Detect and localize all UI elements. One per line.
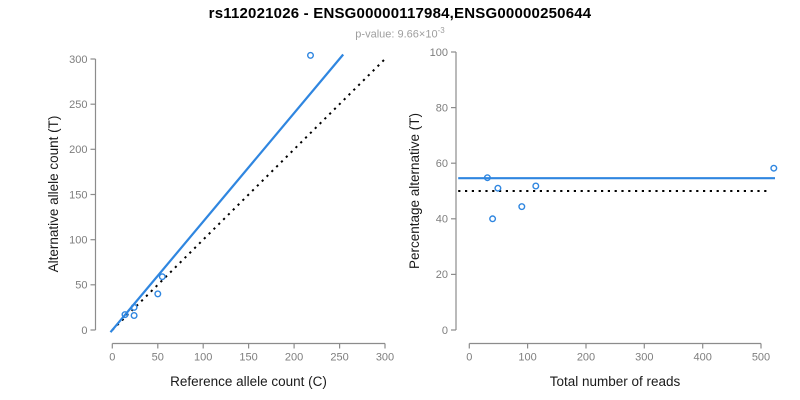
x-tick-label: 100 <box>518 352 536 364</box>
y-tick-label: 0 <box>81 325 87 337</box>
x-tick-label: 500 <box>752 352 770 364</box>
y-axis-title: Percentage alternative (T) <box>407 113 422 269</box>
y-tick-label: 50 <box>75 280 87 292</box>
plot-subtitle: p-value: 9.66×10-3 <box>0 26 800 41</box>
data-point <box>770 164 778 172</box>
y-tick-label: 100 <box>69 235 87 247</box>
panel-left: 0 50 100 150 200 250 300 0 50 100 150 200 250 300 Refe… <box>46 51 394 389</box>
y-tick-label: 150 <box>69 189 87 201</box>
regression-line <box>109 53 345 333</box>
pvalue-exponent: -3 <box>437 26 445 35</box>
y-tick-label: 20 <box>436 269 448 281</box>
data-point <box>532 182 540 190</box>
x-tick-label: 200 <box>577 352 595 364</box>
x-tick-label: 300 <box>635 352 653 364</box>
x-axis: 0 50 100 150 200 250 300 <box>109 342 394 364</box>
data-point <box>158 273 166 281</box>
y-tick-label: 200 <box>69 144 87 156</box>
data-point <box>494 184 502 192</box>
data-point <box>130 312 138 320</box>
x-axis-title: Reference allele count (C) <box>170 374 327 389</box>
data-point <box>130 303 138 311</box>
y-axis-title: Alternative allele count (T) <box>46 116 61 273</box>
data-point <box>307 51 315 59</box>
plot-title: rs112021026 - ENSG00000117984,ENSG000002… <box>208 5 592 22</box>
x-tick-label: 150 <box>239 352 257 364</box>
data-point <box>121 311 129 319</box>
data-point <box>154 290 162 298</box>
y-tick-label: 100 <box>430 47 448 59</box>
x-tick-label: 200 <box>285 352 303 364</box>
x-axis-title: Total number of reads <box>550 374 681 389</box>
y-tick-label: 300 <box>69 54 87 66</box>
y-tick-label: 0 <box>442 325 448 337</box>
x-tick-label: 250 <box>330 352 348 364</box>
x-tick-label: 0 <box>466 352 472 364</box>
y-tick-label: 60 <box>436 158 448 170</box>
y-axis: 0 20 40 60 80 100 <box>430 47 457 337</box>
y-tick-label: 40 <box>436 214 448 226</box>
y-axis: 0 50 100 150 200 250 300 <box>69 54 97 337</box>
x-tick-label: 50 <box>152 352 164 364</box>
pvalue-text: p-value: 9.66×10 <box>355 28 438 41</box>
x-tick-label: 400 <box>694 352 712 364</box>
identity-line <box>111 56 388 331</box>
x-axis: 0 100 200 300 400 500 <box>466 342 770 364</box>
data-point <box>518 203 526 211</box>
y-tick-label: 80 <box>436 102 448 114</box>
x-tick-label: 300 <box>376 352 394 364</box>
data-point <box>483 174 491 182</box>
data-point <box>489 215 497 223</box>
panel-right: 0 100 200 300 400 500 0 20 40 60 80 100 Total number… <box>407 47 778 389</box>
x-tick-label: 100 <box>194 352 212 364</box>
y-tick-label: 250 <box>69 99 87 111</box>
x-tick-label: 0 <box>109 352 115 364</box>
